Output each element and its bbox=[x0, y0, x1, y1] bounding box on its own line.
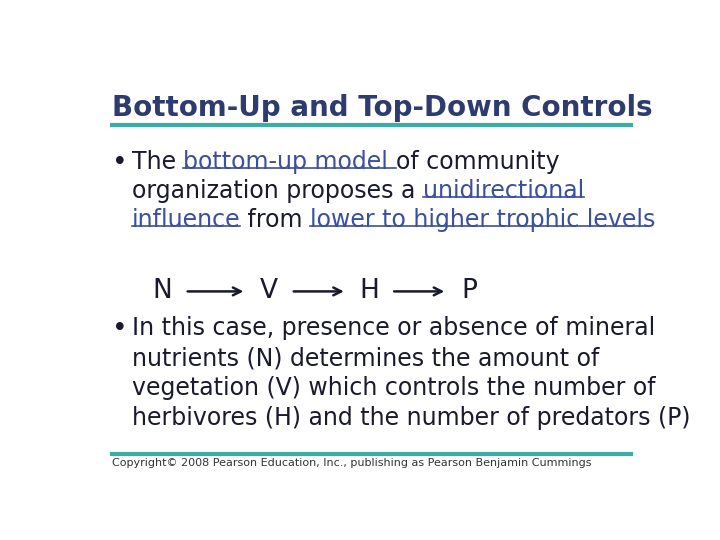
Text: nutrients (N) determines the amount of: nutrients (N) determines the amount of bbox=[132, 346, 599, 370]
Text: influence: influence bbox=[132, 208, 240, 232]
Text: H: H bbox=[359, 279, 379, 305]
Text: unidirectional: unidirectional bbox=[423, 179, 584, 203]
Text: bottom-up model: bottom-up model bbox=[184, 150, 396, 174]
Text: •: • bbox=[112, 150, 128, 176]
Text: Copyright© 2008 Pearson Education, Inc., publishing as Pearson Benjamin Cummings: Copyright© 2008 Pearson Education, Inc.,… bbox=[112, 458, 592, 468]
Text: The: The bbox=[132, 150, 184, 174]
Text: of community: of community bbox=[396, 150, 559, 174]
Text: P: P bbox=[462, 279, 477, 305]
Text: lower to higher trophic levels: lower to higher trophic levels bbox=[310, 208, 656, 232]
Text: from: from bbox=[240, 208, 310, 232]
Text: N: N bbox=[153, 279, 172, 305]
Text: herbivores (H) and the number of predators (P): herbivores (H) and the number of predato… bbox=[132, 406, 690, 430]
Text: V: V bbox=[260, 279, 278, 305]
Text: •: • bbox=[112, 316, 128, 342]
Text: In this case, presence or absence of mineral: In this case, presence or absence of min… bbox=[132, 316, 655, 340]
Text: organization proposes a: organization proposes a bbox=[132, 179, 423, 203]
Text: Bottom-Up and Top-Down Controls: Bottom-Up and Top-Down Controls bbox=[112, 94, 653, 122]
Text: vegetation (V) which controls the number of: vegetation (V) which controls the number… bbox=[132, 376, 655, 400]
